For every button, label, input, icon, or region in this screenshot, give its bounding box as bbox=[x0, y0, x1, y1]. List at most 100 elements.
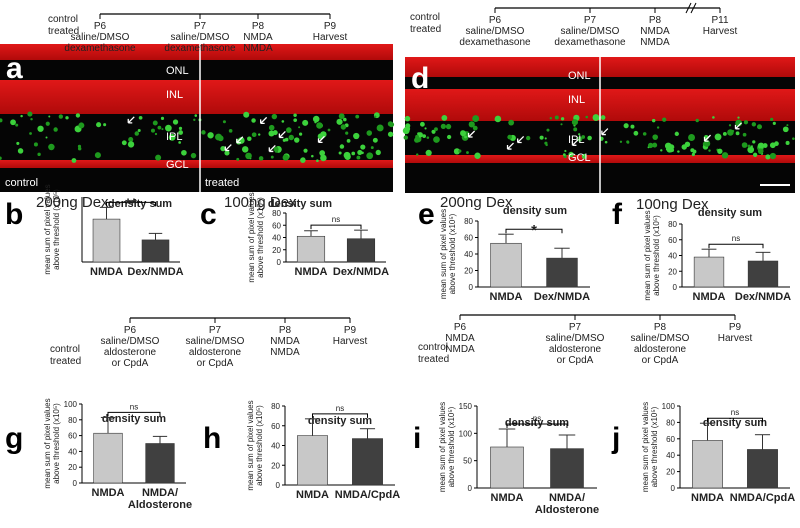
green-cell bbox=[651, 118, 656, 123]
green-cell bbox=[424, 127, 427, 130]
green-cell bbox=[27, 111, 33, 117]
micrograph bbox=[0, 44, 393, 192]
green-cell bbox=[48, 115, 51, 118]
significance-bracket bbox=[708, 243, 764, 249]
green-cell bbox=[546, 128, 550, 132]
green-cell bbox=[181, 149, 187, 156]
y-tick-label: 40 bbox=[668, 252, 677, 261]
x-tick-label: Dex/NMDA bbox=[534, 291, 590, 303]
panel-letter: h bbox=[203, 422, 221, 455]
green-cell bbox=[312, 115, 320, 123]
green-cell bbox=[426, 136, 430, 139]
significance-bracket bbox=[506, 423, 568, 428]
green-cell bbox=[762, 143, 768, 148]
green-cell bbox=[747, 146, 755, 154]
y-tick-label: 20 bbox=[464, 267, 473, 276]
green-cell bbox=[274, 149, 279, 153]
green-cell bbox=[58, 114, 64, 119]
green-cell bbox=[128, 136, 134, 143]
significance-label: ns bbox=[332, 215, 340, 224]
green-cell bbox=[53, 127, 58, 132]
arrow bbox=[224, 144, 232, 152]
significance-bracket bbox=[106, 201, 156, 207]
green-cell bbox=[258, 156, 264, 161]
green-cell bbox=[103, 123, 107, 127]
green-cell bbox=[786, 124, 789, 127]
green-cell bbox=[619, 140, 623, 143]
green-cell bbox=[688, 134, 696, 141]
significance-label: ns bbox=[731, 408, 739, 417]
green-cell bbox=[460, 130, 467, 137]
x-tick-label: NMDA/Aldosterone bbox=[128, 487, 192, 511]
green-cell bbox=[665, 148, 668, 151]
green-cell bbox=[623, 123, 629, 129]
green-cell bbox=[722, 131, 727, 136]
panel-letter: f bbox=[612, 198, 623, 231]
bar bbox=[747, 260, 779, 288]
green-cell bbox=[16, 141, 20, 145]
green-cell bbox=[656, 126, 660, 129]
x-tick-label: NMDA/CpdA bbox=[730, 492, 795, 504]
green-cell bbox=[351, 151, 356, 156]
green-cell bbox=[71, 158, 77, 163]
green-cell bbox=[194, 114, 198, 117]
y-tick-label: 60 bbox=[464, 234, 473, 243]
bar bbox=[550, 448, 584, 489]
green-cell bbox=[366, 152, 374, 160]
green-cell bbox=[15, 123, 19, 127]
green-cell bbox=[402, 127, 410, 135]
timeline-step: P7 saline/DMSO dexamethasone bbox=[164, 21, 236, 54]
significance-label: * bbox=[531, 222, 537, 239]
timeline-step: P11 Harvest bbox=[703, 15, 738, 37]
bar bbox=[490, 242, 522, 288]
green-cell bbox=[717, 148, 723, 154]
layer-label: ONL bbox=[568, 70, 591, 82]
y-tick-label: 60 bbox=[666, 435, 675, 444]
x-tick-label: Dex/NMDA bbox=[333, 266, 389, 278]
green-cell bbox=[355, 114, 360, 119]
green-cell bbox=[30, 117, 33, 121]
red-layer bbox=[0, 160, 393, 168]
green-cell bbox=[207, 132, 214, 139]
arrow bbox=[260, 116, 268, 125]
green-cell bbox=[157, 125, 162, 130]
green-cell bbox=[757, 142, 765, 150]
layer-label: GCL bbox=[166, 159, 189, 171]
green-cell bbox=[0, 118, 3, 123]
green-cell bbox=[630, 124, 635, 129]
green-cell bbox=[96, 122, 102, 128]
green-cell bbox=[445, 123, 452, 130]
y-tick-label: 100 bbox=[64, 400, 78, 409]
green-cell bbox=[320, 154, 327, 162]
green-cell bbox=[20, 114, 23, 118]
panel-letter: d bbox=[411, 62, 429, 95]
layer-label: INL bbox=[166, 89, 183, 101]
green-cell bbox=[571, 119, 579, 126]
green-cell bbox=[431, 129, 436, 134]
significance-label: ns bbox=[336, 404, 344, 413]
y-axis-label: mean sum of pixel valuesabove threshold … bbox=[247, 192, 265, 282]
green-cell bbox=[268, 124, 275, 131]
green-cell bbox=[770, 117, 774, 121]
green-cell bbox=[652, 134, 659, 140]
green-cell bbox=[370, 146, 374, 150]
green-cell bbox=[568, 151, 574, 158]
green-cell bbox=[155, 154, 162, 161]
x-tick-label: Dex/NMDA bbox=[735, 291, 791, 303]
green-cell bbox=[243, 111, 250, 118]
green-cell bbox=[600, 115, 606, 120]
significance-bracket bbox=[505, 228, 563, 234]
green-cell bbox=[785, 140, 790, 145]
green-cell bbox=[415, 134, 419, 139]
significance-bracket bbox=[312, 413, 368, 418]
group-labels: control treated bbox=[50, 344, 81, 367]
green-cell bbox=[416, 153, 419, 156]
green-cell bbox=[193, 118, 196, 122]
green-cell bbox=[742, 132, 747, 137]
green-cell bbox=[127, 141, 135, 148]
green-cell bbox=[220, 145, 226, 152]
bar bbox=[546, 257, 578, 288]
green-cell bbox=[714, 133, 722, 141]
green-cell bbox=[677, 150, 680, 153]
layer-label: GCL bbox=[568, 152, 591, 164]
